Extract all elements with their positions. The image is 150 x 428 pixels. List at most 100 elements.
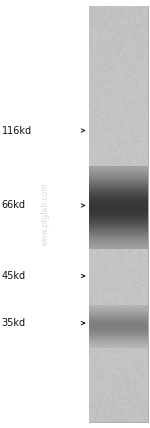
Bar (89, 319, 148, 320)
Bar (89, 178, 148, 179)
Bar (89, 191, 148, 192)
Bar (89, 214, 148, 215)
Bar (89, 181, 148, 182)
Bar (89, 339, 148, 340)
Bar (89, 216, 148, 217)
Bar (89, 238, 148, 239)
Bar (89, 184, 148, 185)
Bar (89, 190, 148, 191)
Bar (89, 337, 148, 338)
Bar (89, 208, 148, 210)
Bar (89, 217, 148, 218)
Bar (89, 311, 148, 312)
Bar (89, 333, 148, 334)
Bar (89, 306, 148, 307)
Bar (89, 332, 148, 333)
Bar (89, 336, 148, 337)
Bar (89, 200, 148, 202)
Bar (89, 198, 148, 199)
Bar (89, 308, 148, 309)
Bar (89, 193, 148, 194)
Bar (89, 218, 148, 219)
Bar (89, 229, 148, 230)
Bar (89, 223, 148, 224)
Bar (89, 212, 148, 213)
Bar (89, 327, 148, 328)
Text: 35kd: 35kd (2, 318, 26, 328)
Bar (89, 188, 148, 189)
Bar (89, 328, 148, 329)
Bar (89, 241, 148, 243)
Bar (89, 180, 148, 181)
Text: 45kd: 45kd (2, 271, 26, 281)
Bar (89, 347, 148, 348)
Bar (89, 346, 148, 347)
Bar (89, 329, 148, 330)
Bar (89, 187, 148, 188)
Bar (89, 199, 148, 200)
Bar (89, 244, 148, 246)
Bar (89, 246, 148, 247)
Bar (89, 312, 148, 313)
Bar (89, 248, 148, 249)
Bar (89, 341, 148, 342)
Bar (89, 334, 148, 335)
Bar (89, 322, 148, 323)
Bar (89, 183, 148, 184)
Bar (89, 213, 148, 214)
Bar (89, 166, 148, 167)
Bar (89, 345, 148, 346)
Bar (89, 230, 148, 231)
Bar (89, 313, 148, 314)
Bar (89, 169, 148, 171)
Bar (89, 221, 148, 222)
Bar (89, 226, 148, 227)
Text: www.ptglab.com: www.ptglab.com (40, 182, 50, 246)
Bar (89, 305, 148, 306)
Bar (89, 234, 148, 235)
Bar (89, 317, 148, 318)
Bar (89, 222, 148, 223)
Bar (89, 171, 148, 172)
Bar (89, 196, 148, 197)
Bar (89, 220, 148, 221)
Bar (89, 6, 148, 422)
Bar (89, 231, 148, 232)
Bar (89, 330, 148, 331)
Bar (89, 203, 148, 205)
Bar (89, 227, 148, 228)
Bar (89, 344, 148, 345)
Bar (89, 225, 148, 226)
Bar (89, 320, 148, 321)
Bar (89, 315, 148, 316)
Bar (89, 239, 148, 241)
Bar (89, 177, 148, 178)
Bar (89, 172, 148, 174)
Bar (89, 186, 148, 187)
Bar (89, 321, 148, 322)
Text: 116kd: 116kd (2, 125, 32, 136)
Bar (89, 189, 148, 190)
Bar (89, 228, 148, 229)
Bar (89, 335, 148, 336)
Bar (89, 340, 148, 341)
Bar (89, 343, 148, 344)
Bar (89, 323, 148, 324)
Bar (89, 210, 148, 211)
Bar (89, 224, 148, 225)
Bar (89, 192, 148, 193)
Bar (89, 235, 148, 236)
Bar (89, 324, 148, 325)
Bar (89, 167, 148, 169)
Bar (89, 174, 148, 175)
Bar (89, 247, 148, 248)
Bar (89, 316, 148, 317)
Bar (89, 195, 148, 196)
Bar (89, 342, 148, 343)
Bar (89, 325, 148, 326)
Bar (89, 205, 148, 207)
Bar (89, 233, 148, 234)
Bar (89, 232, 148, 233)
Bar (89, 175, 148, 176)
Bar (89, 215, 148, 216)
